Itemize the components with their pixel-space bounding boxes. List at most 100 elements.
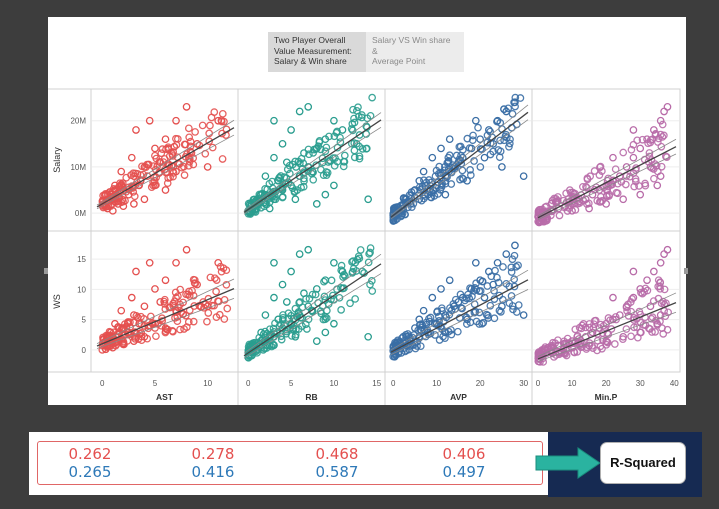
data-point — [658, 133, 667, 141]
data-point — [498, 302, 506, 311]
data-point — [415, 176, 424, 185]
data-point — [610, 340, 619, 348]
data-point — [602, 200, 610, 208]
y-tick-label: 0M — [75, 209, 86, 218]
data-point — [355, 142, 364, 151]
data-point — [636, 144, 645, 153]
data-point — [428, 293, 437, 302]
chart-panel: Two Player Overall Value Measurement: Sa… — [48, 17, 686, 405]
x-axis-label: AST — [156, 392, 174, 402]
data-point — [330, 161, 339, 170]
data-point — [547, 206, 556, 215]
data-point — [511, 98, 519, 107]
data-point — [351, 295, 360, 303]
arrow-right-icon — [535, 447, 601, 479]
data-point — [583, 174, 592, 183]
data-point — [454, 298, 463, 306]
r2-ws-minp: 0.497 — [442, 463, 486, 481]
data-point — [182, 103, 191, 111]
data-point — [476, 163, 485, 171]
r2-salary-avp: 0.468 — [315, 445, 359, 463]
data-point — [156, 298, 165, 306]
data-point — [108, 206, 117, 215]
data-point — [444, 153, 453, 162]
data-point — [656, 116, 665, 125]
data-point — [458, 153, 467, 162]
tab-salary-vs-ws-avp[interactable]: Salary VS Win share & Average Point — [366, 32, 464, 72]
data-point — [637, 288, 645, 297]
data-point — [441, 179, 450, 188]
data-point — [193, 280, 201, 289]
data-point — [650, 267, 658, 276]
data-point — [621, 180, 630, 189]
data-point — [214, 116, 223, 125]
data-point — [627, 332, 635, 341]
data-point — [368, 287, 377, 295]
data-point — [498, 163, 506, 171]
tab-salary-win-share[interactable]: Two Player Overall Value Measurement: Sa… — [268, 32, 366, 72]
data-point — [619, 148, 628, 157]
trend-line — [96, 288, 235, 347]
data-point — [632, 164, 640, 172]
data-point — [320, 292, 329, 301]
data-point — [323, 168, 332, 177]
data-point — [497, 308, 505, 316]
trend-band-lower — [537, 153, 677, 220]
data-point — [189, 317, 198, 326]
x-tick-label: 20 — [476, 379, 485, 388]
data-point — [270, 116, 278, 125]
data-point — [424, 328, 432, 337]
data-point — [295, 107, 304, 116]
data-point — [198, 121, 207, 130]
data-point — [339, 162, 348, 171]
data-point — [191, 128, 199, 136]
data-point — [129, 169, 138, 178]
data-point — [585, 341, 593, 350]
data-point — [550, 194, 559, 203]
data-point — [650, 126, 658, 134]
data-point — [660, 250, 668, 258]
x-tick-label: 30 — [519, 379, 528, 388]
data-point — [419, 176, 428, 185]
data-point — [441, 190, 450, 199]
data-point — [305, 150, 313, 159]
data-point — [406, 337, 415, 346]
data-point — [455, 143, 464, 151]
data-point — [309, 175, 318, 184]
data-point — [211, 274, 219, 283]
data-point — [184, 154, 193, 163]
data-point — [119, 202, 128, 211]
data-point — [340, 151, 349, 160]
data-point — [165, 161, 174, 170]
trend-band-upper — [537, 138, 677, 217]
data-point — [474, 123, 482, 132]
data-point — [346, 299, 354, 308]
data-point — [275, 173, 284, 182]
data-point — [653, 319, 662, 328]
data-point — [583, 184, 591, 192]
data-point — [419, 306, 428, 315]
data-point — [507, 268, 516, 276]
data-point — [366, 244, 375, 252]
data-point — [661, 152, 670, 161]
data-point — [511, 102, 519, 111]
data-point — [638, 135, 647, 144]
data-point — [129, 318, 138, 327]
data-point — [510, 275, 519, 284]
data-point — [636, 328, 645, 337]
data-point — [505, 139, 514, 148]
data-point — [130, 172, 138, 181]
data-point — [437, 144, 445, 153]
data-point — [218, 155, 227, 163]
data-point — [393, 215, 401, 223]
trend-band-lower — [390, 289, 529, 356]
data-point — [321, 315, 330, 324]
data-point — [364, 195, 373, 204]
x-tick-label: 10 — [568, 379, 577, 388]
data-point — [510, 251, 519, 260]
data-point — [172, 258, 180, 267]
data-point — [422, 318, 431, 327]
data-point — [462, 294, 471, 303]
data-point — [212, 276, 221, 284]
data-point — [619, 332, 628, 341]
